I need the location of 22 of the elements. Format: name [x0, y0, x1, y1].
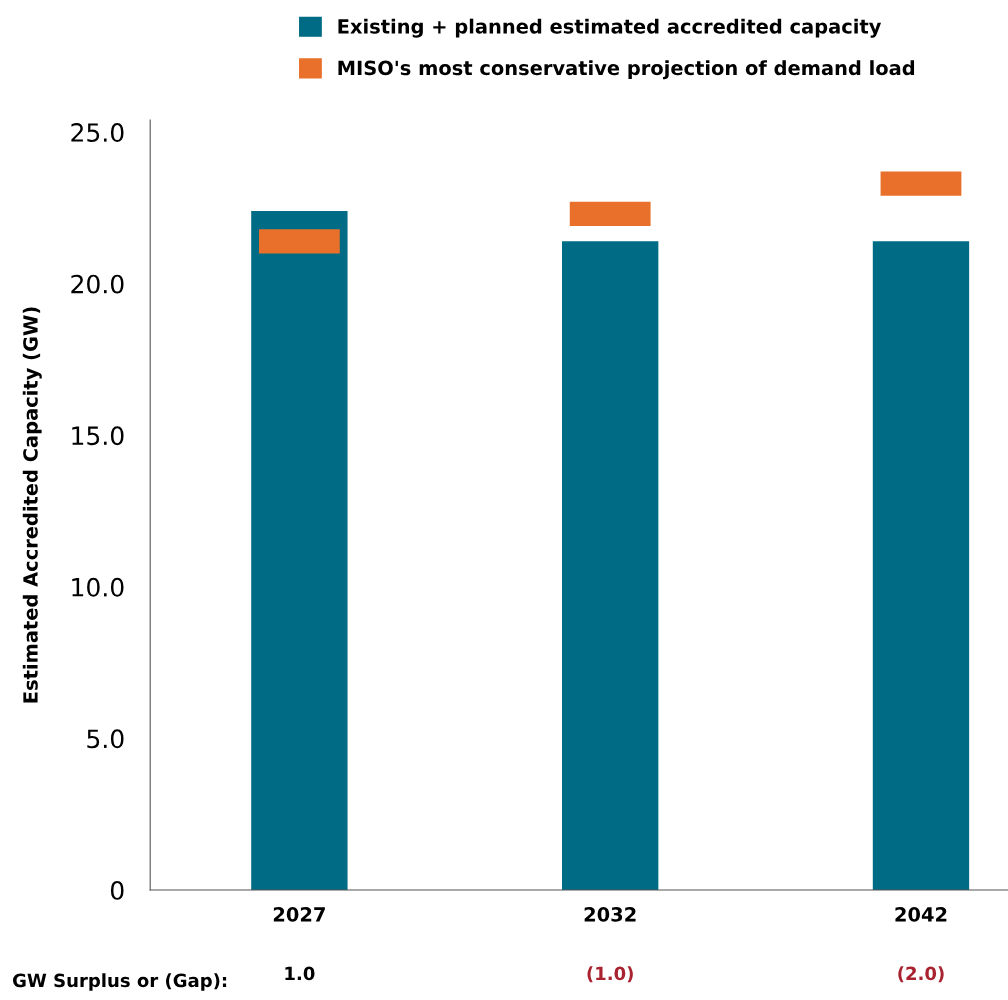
y-tick-label: 5.0 — [87, 729, 124, 749]
y-tick-label: 20.0 — [71, 274, 124, 294]
x-tick-label: 2027 — [273, 907, 325, 922]
y-tick-label: 25.0 — [71, 123, 124, 142]
bar — [872, 241, 970, 890]
y-tick-label: 10.0 — [72, 577, 124, 597]
text: (1.0) — [587, 966, 633, 983]
bar — [251, 210, 348, 890]
y-tick-label: 0 — [110, 880, 124, 900]
x-tick-label: 2032 — [584, 907, 636, 922]
bar — [562, 241, 659, 890]
x-tick-label: 2042 — [895, 907, 947, 922]
y-axis-title: Estimated Accredited Capacity (GW) — [22, 307, 42, 703]
y-tick-label: 15.0 — [72, 426, 124, 446]
text: (2.0) — [898, 966, 944, 983]
legend-label: MISO's most conservative projection of demand load — [338, 60, 915, 80]
bar — [258, 229, 340, 254]
text: GW Surplus or (Gap): — [13, 973, 227, 991]
bar — [880, 171, 962, 196]
bar — [569, 201, 651, 227]
text: 1.0 — [285, 966, 315, 981]
legend-label: Existing + planned estimated accredited capacity — [338, 18, 882, 38]
